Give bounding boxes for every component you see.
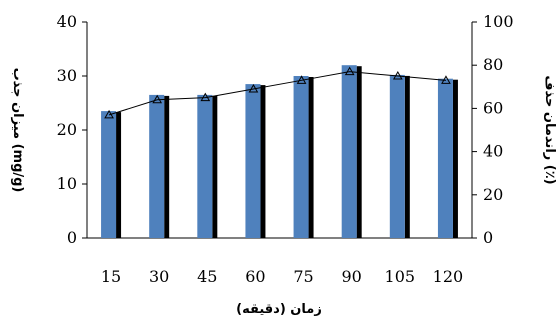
right-tick-label: 40 xyxy=(483,142,503,161)
bar-series xyxy=(101,65,458,239)
x-tick-label: 15 xyxy=(101,267,121,286)
bar xyxy=(101,111,117,238)
line-marker xyxy=(296,75,307,84)
bar xyxy=(437,78,453,238)
bar xyxy=(149,94,165,239)
left-tick-label: 30 xyxy=(57,66,77,85)
line-marker xyxy=(104,109,114,119)
line-marker xyxy=(152,94,163,104)
bar xyxy=(197,94,213,239)
line-marker xyxy=(200,92,211,102)
x-tick-label: 90 xyxy=(342,267,362,286)
left-tick-label: 20 xyxy=(57,120,77,139)
bar xyxy=(293,76,309,238)
line-marker xyxy=(441,75,451,84)
line-series xyxy=(104,66,451,119)
left-tick-label: 40 xyxy=(57,12,77,31)
line-path xyxy=(108,71,446,116)
x-tick-label: 30 xyxy=(149,267,169,286)
left-tick-label: 0 xyxy=(67,228,77,247)
bar-side xyxy=(356,66,362,238)
x-tick-label: 45 xyxy=(197,267,217,286)
right-tick-label: 100 xyxy=(483,12,514,31)
left-tick-label: 10 xyxy=(57,174,77,193)
x-tick-label: 75 xyxy=(293,267,313,286)
bar-side xyxy=(260,85,266,238)
bar-side xyxy=(404,75,410,238)
right-tick-label: 80 xyxy=(483,55,503,74)
line-marker xyxy=(248,83,259,93)
right-tick-label: 20 xyxy=(483,185,503,204)
x-axis-ticks: 15 30 45 60 75 90 105 120 xyxy=(101,267,463,286)
line-marker xyxy=(392,70,403,80)
x-tick-label: 60 xyxy=(245,267,265,286)
left-axis-title: میزان جذب (mg/g) xyxy=(10,68,25,193)
right-axis-title: راندمان حذف (٪) xyxy=(542,75,557,184)
bar xyxy=(389,74,405,238)
x-tick-label: 105 xyxy=(385,267,416,286)
right-axis-ticks: 0 20 40 60 80 100 xyxy=(472,12,514,247)
bar-side xyxy=(116,112,122,238)
bar-side xyxy=(308,77,314,238)
left-axis-ticks: 0 10 20 30 40 xyxy=(57,12,87,247)
right-tick-label: 0 xyxy=(483,228,493,247)
right-tick-label: 60 xyxy=(483,98,503,117)
bar xyxy=(341,65,357,238)
bar-side xyxy=(452,79,458,238)
line-marker xyxy=(344,66,355,76)
bar-side xyxy=(164,95,170,239)
plot-area xyxy=(86,22,473,239)
bar-side xyxy=(212,95,218,239)
bar xyxy=(245,84,261,238)
x-tick-label: 120 xyxy=(433,267,464,286)
x-axis-title: زمان (دقیقه) xyxy=(236,302,322,317)
